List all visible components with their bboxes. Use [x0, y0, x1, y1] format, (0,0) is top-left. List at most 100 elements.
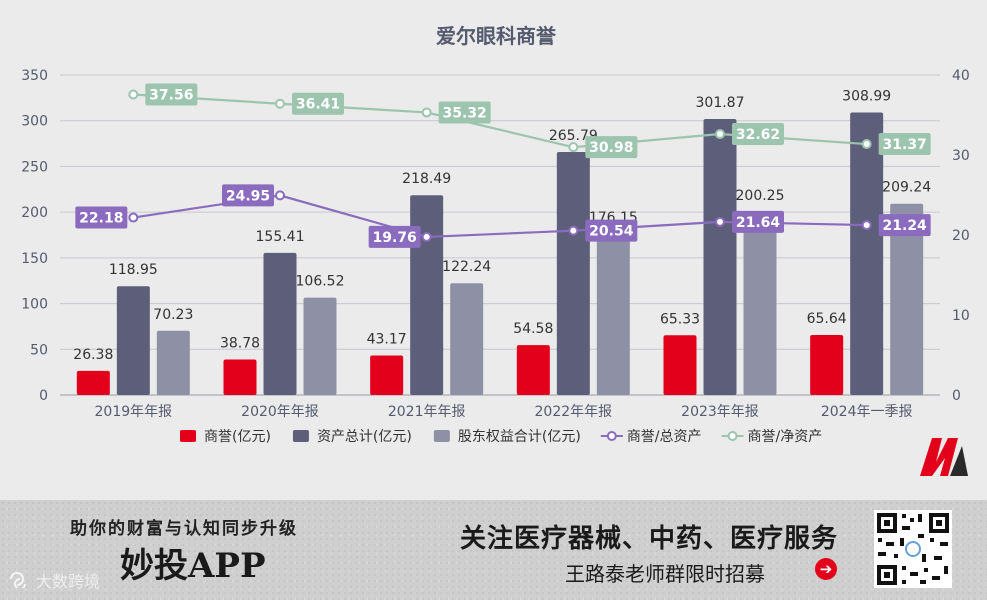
- bar-value-label: 122.24: [442, 259, 491, 275]
- chart-title: 爱尔眼科商誉: [436, 24, 557, 48]
- line-value-badge: [292, 92, 344, 115]
- grid-lines: [60, 74, 940, 396]
- legend-marker: [727, 431, 738, 441]
- line-value-badge: [585, 136, 638, 159]
- legend-swatch: [292, 430, 309, 442]
- y-axis-left: 0 50 100 150 200 250 300 350: [21, 68, 48, 404]
- bar-value-label: 218.49: [402, 171, 451, 187]
- line-point: [275, 190, 285, 201]
- line-value-label: 35.32: [443, 105, 487, 121]
- x-tick-label: 2022年年报: [535, 404, 613, 420]
- bar: [663, 335, 697, 395]
- x-axis: 2019年年报 2020年年报 2021年年报 2022年年报 2023年年报 2024年…: [95, 404, 913, 420]
- line-point: [568, 142, 579, 153]
- line-value-badge: [368, 225, 421, 248]
- bar: [703, 119, 737, 395]
- line-value-badge: [75, 206, 128, 229]
- promo-banner[interactable]: 助你的财富与认知同步升级 妙投APP 关注医疗器械、中药、医疗服务 王路泰老师群…: [0, 500, 987, 600]
- watermark-text: 大数跨境: [36, 572, 101, 591]
- line-value-label: 22.18: [79, 211, 123, 227]
- bar: [850, 112, 884, 395]
- bar: [116, 286, 150, 395]
- line-value-badge: [732, 123, 784, 146]
- line-point: [421, 231, 432, 242]
- bar-value-label: 38.78: [220, 336, 260, 352]
- line-value-badge: [438, 101, 491, 124]
- y-right-tick-label: 30: [952, 148, 970, 164]
- x-tick-label: 2023年年报: [681, 404, 759, 420]
- banner-app-name: 妙投APP: [120, 546, 266, 586]
- y-right-tick-label: 0: [952, 388, 961, 404]
- bar: [223, 359, 257, 395]
- legend-swatch: [433, 430, 450, 442]
- chart-area: 爱尔眼科商誉 0 50 100 150 200 250 300 350 0 10 20 30 40 2…: [21, 24, 970, 476]
- y-right-tick-label: 40: [952, 68, 970, 84]
- legend-label: 商誉(亿元): [204, 429, 271, 445]
- y-left-tick-label: 0: [39, 388, 48, 404]
- bar-value-label: 70.23: [153, 307, 193, 323]
- line-value-badge: [585, 219, 638, 242]
- legend-label: 资产总计(亿元): [317, 429, 412, 445]
- bar-value-label: 200.25: [736, 188, 785, 204]
- line-value-label: 32.62: [736, 127, 780, 143]
- banner-subline: 王路泰老师群限时招募: [565, 562, 765, 586]
- y-left-tick-label: 50: [30, 342, 48, 358]
- line-value-label: 20.54: [589, 224, 634, 240]
- bar-value-label: 118.95: [109, 262, 158, 278]
- y-left-tick-label: 250: [21, 159, 48, 175]
- y-right-tick-label: 10: [952, 308, 970, 324]
- legend-swatch: [180, 430, 196, 442]
- bar: [76, 370, 110, 395]
- line-value-label: 24.95: [226, 188, 270, 204]
- watermark-logo-icon: [10, 572, 26, 588]
- y-left-tick-label: 200: [21, 205, 48, 221]
- legend: 商誉(亿元) 资产总计(亿元) 股东权益合计(亿元) 商誉/总资产 商誉/净资产: [180, 429, 822, 445]
- legend-label: 商誉/总资产: [627, 429, 702, 445]
- bar-value-label: 65.64: [807, 311, 847, 327]
- line-point: [715, 216, 725, 227]
- line-point: [275, 98, 285, 109]
- bar: [516, 345, 550, 395]
- brand-logo-icon: [920, 438, 968, 476]
- bar: [303, 297, 337, 395]
- x-tick-label: 2020年年报: [241, 404, 319, 420]
- banner-tagline: 助你的财富与认知同步升级: [70, 519, 298, 539]
- bar-value-label: 155.41: [256, 229, 305, 245]
- y-left-tick-label: 350: [21, 68, 48, 84]
- y-axis-right: 0 10 20 30 40: [952, 68, 970, 404]
- y-left-tick-label: 100: [21, 297, 48, 313]
- bar-value-label: 209.24: [882, 180, 931, 196]
- legend-marker: [606, 431, 617, 441]
- line-value-label: 30.98: [589, 140, 633, 156]
- qr-code-icon[interactable]: [874, 510, 952, 588]
- arrow-right-icon[interactable]: ➔: [815, 558, 837, 580]
- line-point: [568, 225, 579, 236]
- bar: [596, 233, 630, 395]
- line-point: [861, 220, 872, 231]
- banner-headline: 关注医疗器械、中药、医疗服务: [460, 524, 839, 554]
- bar: [743, 211, 777, 395]
- bar: [450, 283, 484, 395]
- bar-value-label: 301.87: [696, 95, 745, 111]
- line-value-badge: [732, 210, 784, 233]
- bar-value-label: 26.38: [73, 347, 113, 363]
- line-value-badge: [878, 133, 931, 156]
- line-point: [128, 212, 139, 223]
- x-tick-label: 2019年年报: [95, 404, 173, 420]
- line-value-label: 37.56: [149, 88, 193, 104]
- data-labels: 26.38 38.78 43.17 54.58 65.33 65.64 118.95 155.…: [73, 83, 931, 363]
- y-left-tick-label: 150: [21, 251, 48, 267]
- bar: [810, 334, 844, 395]
- line-value-label: 31.37: [883, 137, 927, 153]
- y-right-tick-label: 20: [952, 228, 970, 244]
- bar: [410, 195, 444, 395]
- bar-value-label: 106.52: [296, 274, 345, 290]
- line-value-label: 36.41: [296, 97, 340, 113]
- legend-label: 商誉/净资产: [748, 429, 823, 445]
- bar-value-label: 65.33: [660, 311, 700, 327]
- line-value-label: 19.76: [373, 230, 417, 246]
- chart-svg: 爱尔眼科商誉 0 50 100 150 200 250 300 350 0 10 20 30 40 2…: [21, 24, 970, 445]
- bar-value-label: 54.58: [513, 321, 553, 337]
- bar: [156, 330, 190, 395]
- bar: [263, 252, 297, 395]
